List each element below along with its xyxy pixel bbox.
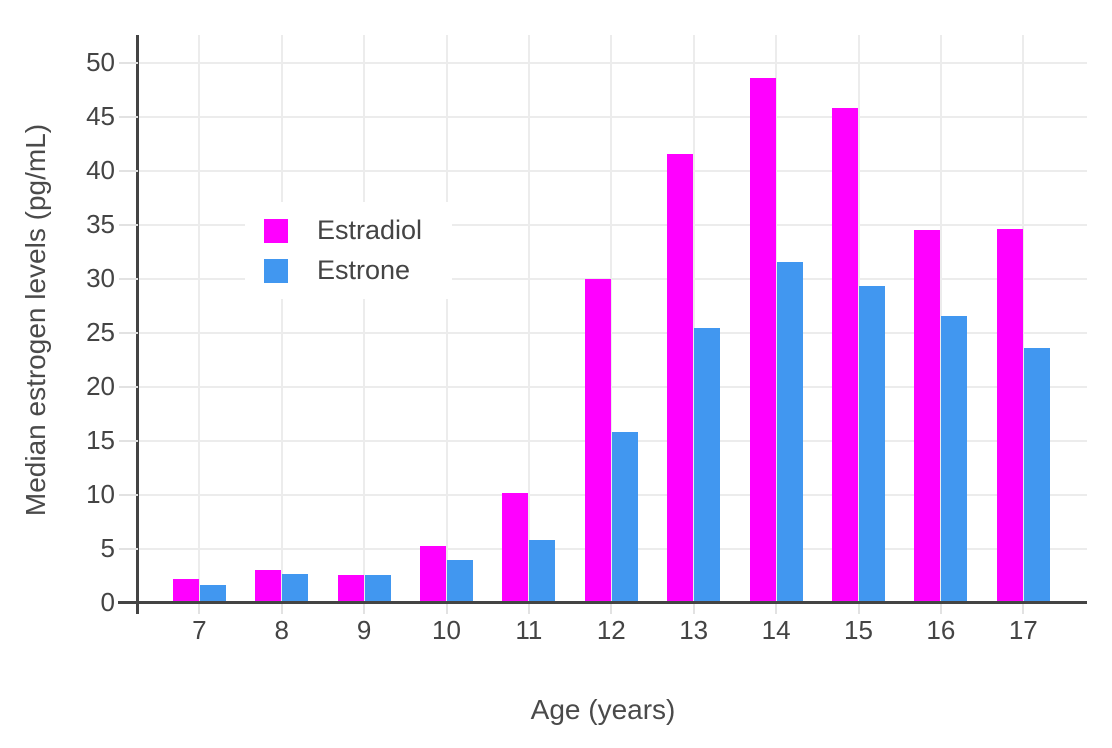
x-axis-line xyxy=(118,601,1087,604)
bar-estradiol-17[interactable] xyxy=(996,229,1023,603)
x-tick-mark-10 xyxy=(445,604,448,614)
bar-estrone-11[interactable] xyxy=(529,540,556,603)
bar-estrone-16[interactable] xyxy=(941,315,968,603)
x-tick-mark-12 xyxy=(610,604,613,614)
legend-swatch-estradiol-icon xyxy=(264,218,288,243)
x-tick-mark-16 xyxy=(939,604,942,614)
legend-item-estradiol[interactable]: Estradiol xyxy=(264,217,422,244)
y-gridline-40 xyxy=(138,170,1087,173)
y-tick-mark-50 xyxy=(119,62,138,65)
y-tick-mark-20 xyxy=(119,386,138,389)
x-tick-label-13: 13 xyxy=(679,615,709,645)
legend-swatch-estrone-icon xyxy=(264,258,288,283)
bar-estrone-17[interactable] xyxy=(1023,348,1050,603)
y-gridline-35 xyxy=(138,224,1087,227)
x-tick-label-14: 14 xyxy=(761,615,791,645)
bar-estradiol-13[interactable] xyxy=(667,153,694,603)
bar-estradiol-9[interactable] xyxy=(337,574,364,603)
x-gridline-8 xyxy=(280,35,283,603)
y-axis-line xyxy=(136,35,139,614)
x-tick-label-11: 11 xyxy=(515,615,543,645)
plot-area xyxy=(138,35,1087,603)
x-tick-label-16: 16 xyxy=(926,615,956,645)
bar-estradiol-11[interactable] xyxy=(502,492,529,603)
y-gridline-45 xyxy=(138,116,1087,119)
bar-estradiol-14[interactable] xyxy=(749,78,776,603)
y-tick-mark-10 xyxy=(119,494,138,496)
x-tick-label-7: 7 xyxy=(192,615,207,645)
y-tick-mark-5 xyxy=(119,548,138,550)
bar-estradiol-16[interactable] xyxy=(914,230,941,603)
x-tick-label-12: 12 xyxy=(596,615,626,645)
x-tick-mark-17 xyxy=(1022,604,1025,614)
bar-estrone-13[interactable] xyxy=(694,327,721,603)
bar-estrone-8[interactable] xyxy=(282,573,309,603)
y-tick-label-25: 25 xyxy=(86,316,115,347)
x-tick-mark-14 xyxy=(775,604,778,614)
x-tick-label-10: 10 xyxy=(432,615,461,645)
bar-estradiol-12[interactable] xyxy=(584,279,611,603)
y-tick-label-40: 40 xyxy=(86,155,115,186)
y-tick-label-30: 30 xyxy=(86,262,115,293)
bar-estrone-14[interactable] xyxy=(776,261,803,603)
bar-estrone-12[interactable] xyxy=(611,432,638,603)
x-tick-label-17: 17 xyxy=(1008,615,1038,645)
y-gridline-30 xyxy=(138,278,1087,281)
y-tick-label-10: 10 xyxy=(86,478,115,509)
y-tick-mark-45 xyxy=(119,116,138,119)
x-gridline-16 xyxy=(939,35,942,603)
y-gridline-50 xyxy=(138,62,1087,65)
legend: Estradiol Estrone xyxy=(245,202,453,299)
y-tick-label-0: 0 xyxy=(100,586,115,617)
bar-estradiol-15[interactable] xyxy=(832,108,858,603)
x-gridline-14 xyxy=(775,35,778,603)
legend-label-estradiol: Estradiol xyxy=(317,215,423,245)
y-tick-mark-25 xyxy=(119,332,138,335)
y-tick-label-5: 5 xyxy=(100,532,115,563)
x-gridline-17 xyxy=(1022,35,1025,603)
y-tick-label-45: 45 xyxy=(86,101,115,132)
bar-estradiol-7[interactable] xyxy=(172,579,199,603)
x-gridline-15 xyxy=(857,35,860,603)
y-tick-label-35: 35 xyxy=(86,209,115,240)
x-tick-label-8: 8 xyxy=(274,615,289,645)
legend-label-estrone: Estrone xyxy=(317,255,411,285)
y-tick-label-20: 20 xyxy=(86,370,115,401)
legend-item-estrone[interactable]: Estrone xyxy=(264,257,422,284)
bar-estrone-7[interactable] xyxy=(199,584,226,603)
y-tick-mark-35 xyxy=(119,224,138,227)
x-tick-mark-7 xyxy=(198,604,201,614)
y-tick-mark-15 xyxy=(119,440,138,443)
x-gridline-13 xyxy=(692,35,695,603)
x-tick-mark-8 xyxy=(280,604,283,614)
x-gridline-9 xyxy=(363,35,366,603)
y-tick-mark-30 xyxy=(119,278,138,281)
x-axis-title: Age (years) xyxy=(530,694,676,725)
y-gridline-20 xyxy=(138,386,1087,389)
y-tick-label-50: 50 xyxy=(86,47,115,78)
x-tick-label-9: 9 xyxy=(356,615,372,645)
x-gridline-11 xyxy=(527,35,530,603)
bar-estrone-9[interactable] xyxy=(364,574,391,603)
x-tick-mark-9 xyxy=(363,604,366,614)
y-tick-label-15: 15 xyxy=(86,424,115,455)
x-gridline-12 xyxy=(610,35,613,603)
x-gridline-7 xyxy=(198,35,201,603)
y-gridline-25 xyxy=(138,332,1087,335)
y-tick-mark-40 xyxy=(119,170,138,173)
bar-estrone-15[interactable] xyxy=(859,285,885,603)
bar-estrone-10[interactable] xyxy=(447,559,473,603)
x-tick-mark-15 xyxy=(857,604,860,614)
x-tick-label-15: 15 xyxy=(844,615,873,645)
bar-estradiol-8[interactable] xyxy=(255,569,282,603)
bar-estradiol-10[interactable] xyxy=(420,545,446,603)
x-tick-mark-11 xyxy=(527,604,530,614)
x-tick-mark-13 xyxy=(692,604,695,614)
x-gridline-10 xyxy=(445,35,448,603)
